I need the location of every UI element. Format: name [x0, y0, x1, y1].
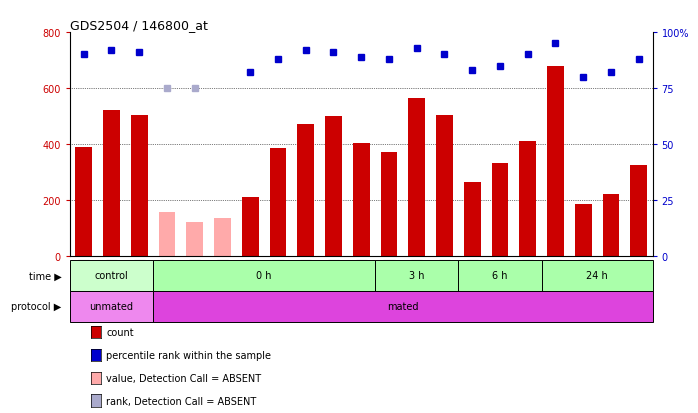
Bar — [103, 111, 120, 256]
Bar — [186, 223, 203, 256]
Text: control: control — [94, 271, 128, 281]
Text: GSM112942: GSM112942 — [135, 261, 144, 306]
Text: time ▶: time ▶ — [29, 271, 61, 281]
Bar — [297, 125, 314, 256]
Text: GSM112952: GSM112952 — [357, 261, 366, 306]
Text: GSM112946: GSM112946 — [218, 261, 227, 306]
Text: GSM112965: GSM112965 — [468, 261, 477, 306]
Text: GSM112971: GSM112971 — [579, 261, 588, 306]
Text: GSM112972: GSM112972 — [607, 261, 616, 306]
Bar — [459, 260, 542, 291]
Bar — [519, 142, 536, 256]
Text: 6 h: 6 h — [492, 271, 507, 281]
Text: GSM112948: GSM112948 — [274, 261, 283, 306]
Bar — [491, 164, 508, 256]
Text: GSM112945: GSM112945 — [190, 261, 199, 306]
Text: GSM112935: GSM112935 — [107, 261, 116, 306]
Bar — [70, 260, 153, 291]
Text: unmated: unmated — [89, 301, 133, 312]
Bar — [542, 260, 653, 291]
Bar — [464, 182, 480, 256]
Bar — [602, 195, 619, 256]
Bar — [575, 204, 592, 256]
Text: GDS2504 / 146800_at: GDS2504 / 146800_at — [70, 19, 208, 32]
Bar — [131, 115, 147, 256]
Bar — [325, 116, 342, 256]
Text: protocol ▶: protocol ▶ — [11, 301, 61, 312]
Text: 3 h: 3 h — [409, 271, 424, 281]
Text: count: count — [106, 328, 134, 337]
Bar — [158, 213, 175, 256]
Bar — [75, 147, 92, 256]
Text: mated: mated — [387, 301, 419, 312]
Text: GSM112949: GSM112949 — [302, 261, 310, 306]
Text: GSM112968: GSM112968 — [524, 261, 533, 306]
Text: GSM112970: GSM112970 — [551, 261, 560, 306]
Text: 24 h: 24 h — [586, 271, 608, 281]
Text: GSM112967: GSM112967 — [496, 261, 505, 306]
Bar — [70, 291, 153, 322]
Text: GSM112964: GSM112964 — [440, 261, 449, 306]
Bar — [408, 99, 425, 256]
Bar — [380, 153, 397, 256]
Text: 0 h: 0 h — [256, 271, 272, 281]
Bar — [153, 260, 375, 291]
Text: GSM112931: GSM112931 — [79, 261, 88, 306]
Bar — [630, 166, 647, 256]
Text: GSM112947: GSM112947 — [246, 261, 255, 306]
Bar — [353, 143, 369, 256]
Text: percentile rank within the sample: percentile rank within the sample — [106, 350, 271, 360]
Bar — [547, 66, 564, 256]
Text: value, Detection Call = ABSENT: value, Detection Call = ABSENT — [106, 373, 261, 383]
Bar — [269, 149, 286, 256]
Text: GSM112950: GSM112950 — [329, 261, 338, 306]
Text: rank, Detection Call = ABSENT: rank, Detection Call = ABSENT — [106, 396, 256, 406]
Bar — [436, 115, 453, 256]
Bar — [153, 291, 653, 322]
Bar — [214, 218, 231, 256]
Bar — [375, 260, 459, 291]
Bar — [242, 197, 258, 256]
Text: GSM112943: GSM112943 — [163, 261, 172, 306]
Text: GSM113345: GSM113345 — [634, 261, 644, 307]
Text: GSM112963: GSM112963 — [413, 261, 421, 306]
Text: GSM112962: GSM112962 — [385, 261, 394, 306]
